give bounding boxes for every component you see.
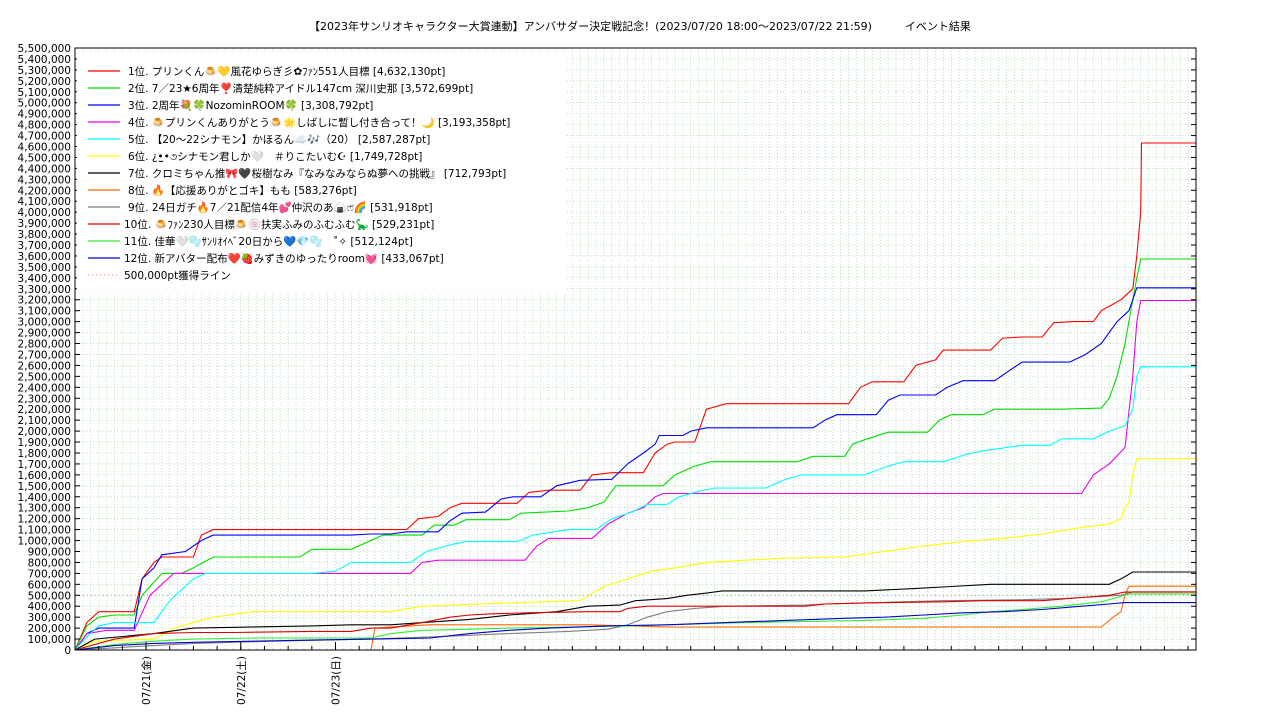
y-tick-label: 5,000,000 (18, 98, 71, 110)
y-tick-label: 2,100,000 (18, 415, 71, 427)
y-tick-label: 3,000,000 (18, 317, 71, 329)
y-tick-label: 300,000 (28, 612, 71, 624)
y-tick-label: 1,500,000 (18, 481, 71, 493)
legend-entry: 9位. 24日ガチ🔥7／21配信4年💕仲沢のあ🍙ෆ̈🌈 [531,918pt] (128, 201, 433, 214)
y-tick-label: 2,000,000 (18, 426, 71, 438)
y-tick-label: 800,000 (28, 557, 71, 569)
legend-background (77, 52, 567, 292)
y-tick-label: 2,200,000 (18, 404, 71, 416)
y-tick-label: 1,400,000 (18, 492, 71, 504)
y-tick-label: 4,100,000 (18, 196, 71, 208)
y-tick-label: 4,300,000 (18, 174, 71, 186)
y-tick-label: 5,100,000 (18, 87, 71, 99)
series-layer (74, 142, 1196, 651)
legend-entry: 5位. 【20〜22シナモン】かほるん☁️🎶（20） [2,587,287pt] (128, 133, 430, 146)
series-line-7 (74, 571, 1196, 651)
y-tick-label: 5,200,000 (18, 76, 71, 88)
y-tick-label: 0 (64, 645, 71, 657)
legend-entry: 4位. 🍮プリンくんありがとう🍮🌟しばしに暫し付き合って！🌙 [3,193,35… (128, 116, 510, 129)
y-tick-label: 200,000 (28, 623, 71, 635)
series-line-1 (74, 142, 1196, 651)
y-tick-label: 4,000,000 (18, 207, 71, 219)
legend-entry: 7位. クロミちゃん推🎀🖤桜樹なみ『なみなみならぬ夢への挑戦』 [712,793… (128, 167, 506, 180)
y-tick-label: 3,500,000 (18, 262, 71, 274)
series-line-12 (74, 602, 1196, 651)
y-tick-label: 4,200,000 (18, 185, 71, 197)
y-tick-label: 4,500,000 (18, 152, 71, 164)
y-tick-label: 600,000 (28, 579, 71, 591)
y-tick-label: 100,000 (28, 634, 71, 646)
y-tick-label: 3,400,000 (18, 273, 71, 285)
y-tick-label: 1,300,000 (18, 503, 71, 515)
y-tick-label: 3,200,000 (18, 295, 71, 307)
legend-entry: 10位. 🍮ﾌｧﾝ230人目標🍮🍥扶実ふみのふむふむ🦕 [529,231pt] (124, 218, 434, 231)
y-tick-label: 3,700,000 (18, 240, 71, 252)
x-tick-label: 07/23(日) (331, 656, 343, 705)
y-tick-label: 2,400,000 (18, 382, 71, 394)
y-tick-label: 4,400,000 (18, 163, 71, 175)
y-tick-label: 5,500,000 (18, 43, 71, 55)
y-tick-label: 1,000,000 (18, 536, 71, 548)
legend-entry: 8位. 🔥【応援ありがとゴキ】もも [583,276pt] (128, 184, 357, 197)
chart-title: 【2023年サンリオキャラクター大賞連動】アンバサダー決定戦記念！(2023/0… (309, 20, 971, 33)
legend-entry: 3位. 2周年💐🍀NozominROOM🍀 [3,308,792pt] (128, 99, 373, 112)
legend-entry: 1位. プリンくん🍮💛風花ゆらぎ彡✿ﾌｧﾝ551人目標 [4,632,130pt… (128, 65, 445, 78)
y-tick-label: 4,900,000 (18, 109, 71, 121)
legend-entry-threshold: 500,000pt獲得ライン (124, 269, 231, 282)
plot-border (74, 47, 1197, 651)
y-tick-label: 5,300,000 (18, 65, 71, 77)
series-line-4 (74, 299, 1196, 651)
y-tick-label: 2,300,000 (18, 393, 71, 405)
y-tick-label: 500,000 (28, 590, 71, 602)
y-tick-label: 5,400,000 (18, 54, 71, 66)
y-tick-label: 2,800,000 (18, 339, 71, 351)
y-tick-label: 1,600,000 (18, 470, 71, 482)
y-tick-label: 2,500,000 (18, 371, 71, 383)
legend-entry: 12位. 新アバター配布❤️🍓みずきのゆったりroom💓 [433,067pt] (124, 252, 444, 265)
y-tick-label: 4,600,000 (18, 142, 71, 154)
y-tick-label: 1,100,000 (18, 525, 71, 537)
legend-entry: 6位. ¿•̤̫•૭シナモン君しか🤍 ＃りこたいむ☪︎ [1,749,728pt… (128, 150, 422, 163)
y-tick-label: 400,000 (28, 601, 71, 613)
series-line-5 (74, 366, 1196, 651)
series-line-3 (74, 287, 1196, 651)
y-tick-label: 3,100,000 (18, 306, 71, 318)
y-tick-label: 2,700,000 (18, 349, 71, 361)
x-tick-label: 07/21(金) (140, 656, 153, 705)
series-line-10 (74, 591, 1196, 651)
y-tick-label: 700,000 (28, 568, 71, 580)
legend-entry: 11位. 佳華🤍🫧ｻﾝﾘｵｲﾍﾞ20日から💙💎🫧 ˚✧ [512,124pt] (124, 235, 413, 248)
axis-layer: 0100,000200,000300,000400,000500,000600,… (18, 43, 1197, 705)
series-line-2 (74, 258, 1196, 651)
y-tick-label: 1,900,000 (18, 437, 71, 449)
y-tick-label: 3,600,000 (18, 251, 71, 263)
y-tick-label: 1,700,000 (18, 459, 71, 471)
y-tick-label: 4,800,000 (18, 120, 71, 132)
legend-entry: 2位. 7／23★6周年❣️清楚純粋アイドル147cm 深川史那 [3,572,… (128, 82, 473, 95)
y-tick-label: 1,200,000 (18, 514, 71, 526)
y-tick-label: 900,000 (28, 546, 71, 558)
y-tick-label: 2,600,000 (18, 360, 71, 372)
y-tick-label: 4,700,000 (18, 131, 71, 143)
y-tick-label: 2,900,000 (18, 328, 71, 340)
y-tick-label: 3,900,000 (18, 218, 71, 230)
legend: 1位. プリンくん🍮💛風花ゆらぎ彡✿ﾌｧﾝ551人目標 [4,632,130pt… (77, 52, 567, 292)
y-tick-label: 3,300,000 (18, 284, 71, 296)
y-tick-label: 3,800,000 (18, 229, 71, 241)
y-tick-label: 1,800,000 (18, 448, 71, 460)
series-line-6 (74, 457, 1196, 651)
x-tick-label: 07/22(土) (235, 656, 248, 705)
